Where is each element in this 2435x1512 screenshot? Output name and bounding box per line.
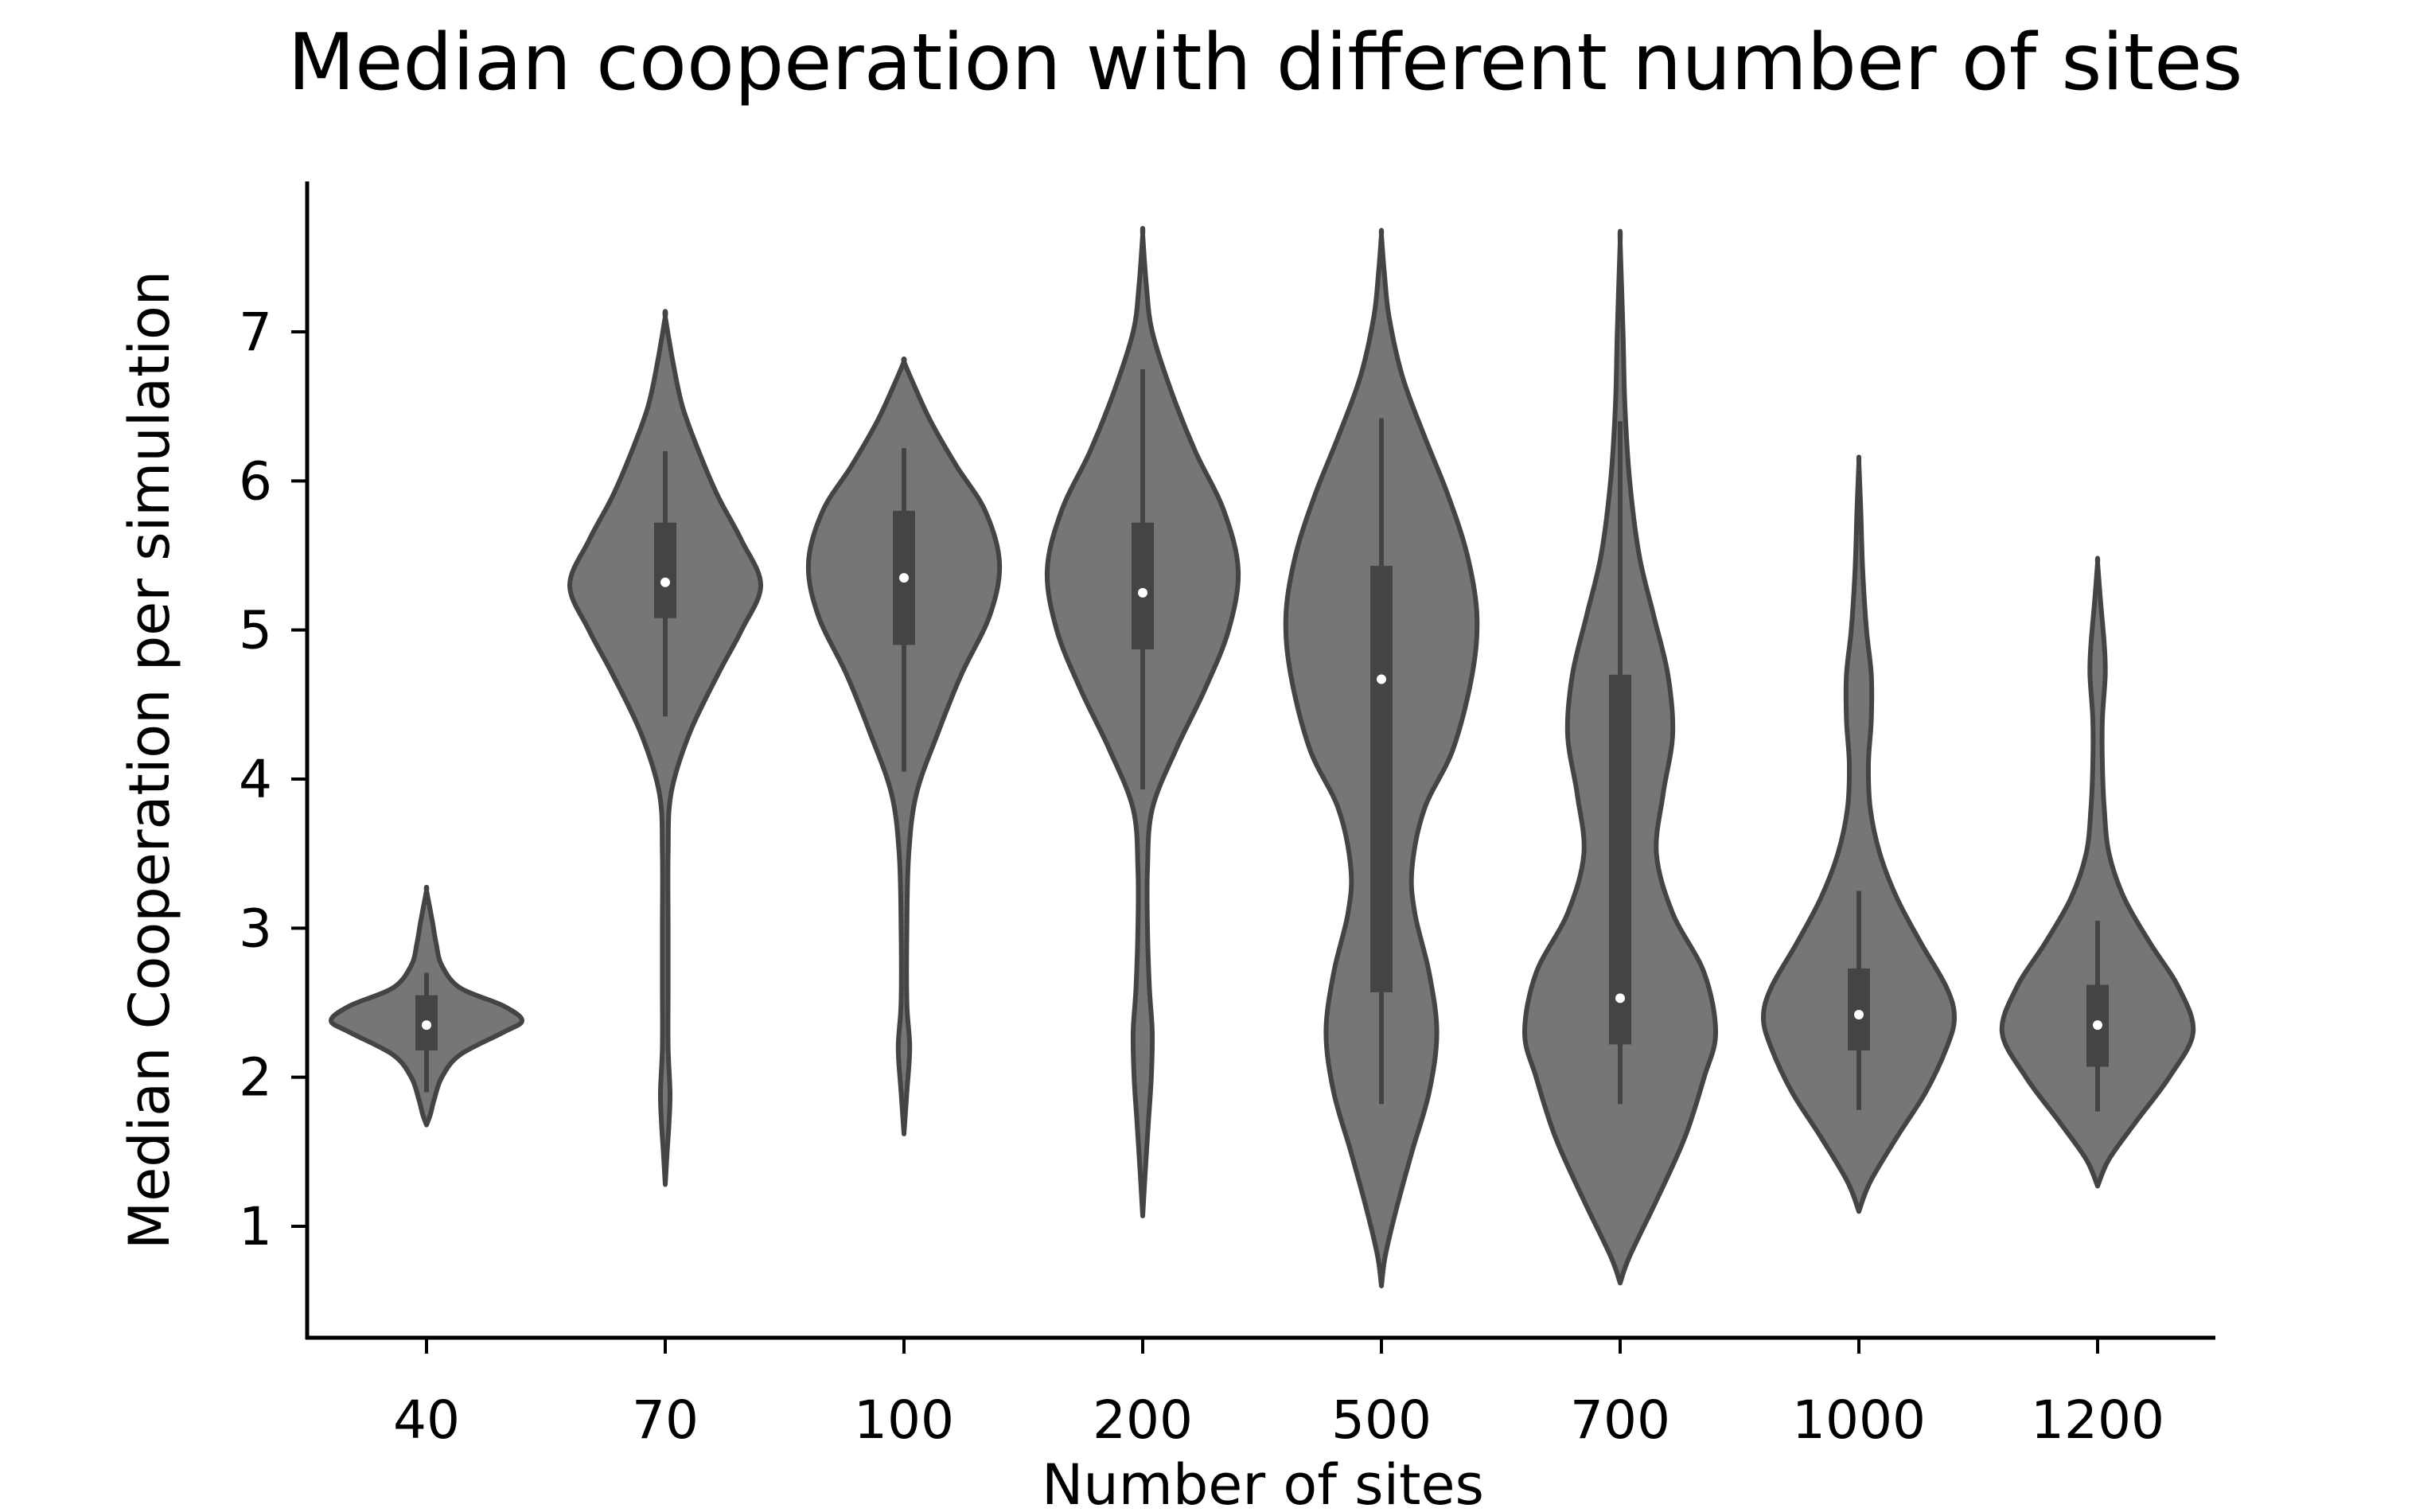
y-tick-label: 4 (239, 749, 272, 810)
violin-70 (567, 309, 763, 1187)
median-dot-100 (899, 573, 909, 583)
chart-title: Median cooperation with different number… (288, 18, 2243, 108)
x-tick-label: 40 (393, 1389, 460, 1451)
median-dot-1000 (1854, 1009, 1864, 1019)
x-tick-label: 1000 (1792, 1389, 1926, 1451)
y-tick-label: 1 (239, 1196, 272, 1257)
median-dot-70 (660, 577, 670, 587)
iqr-box-700 (1609, 674, 1631, 1045)
y-tick-label: 2 (239, 1047, 272, 1109)
violin-1200 (1999, 555, 2196, 1189)
median-dot-700 (1615, 993, 1625, 1003)
x-tick-label: 70 (632, 1389, 699, 1451)
x-axis: 40 70 100 200 500 700 1000 1200 (306, 1335, 2215, 1451)
iqr-box-200 (1132, 522, 1154, 650)
median-dot-40 (422, 1020, 431, 1031)
y-tick-label: 3 (239, 898, 272, 959)
x-tick-label: 700 (1570, 1389, 1670, 1451)
median-dot-500 (1377, 674, 1386, 684)
x-tick-label: 100 (854, 1389, 954, 1451)
y-tick-label: 5 (239, 600, 272, 661)
x-tick-label: 500 (1331, 1389, 1432, 1451)
y-axis-label: Median Cooperation per simulation (117, 271, 182, 1249)
x-tick-label: 1200 (2031, 1389, 2164, 1451)
iqr-box-70 (654, 522, 676, 618)
median-dot-1200 (2093, 1020, 2102, 1031)
x-axis-label: Number of sites (1042, 1452, 1484, 1512)
y-axis: 1 2 3 4 5 6 7 (239, 181, 310, 1339)
y-tick-label: 7 (239, 302, 272, 363)
violin-1000 (1761, 454, 1957, 1214)
violins-group (329, 226, 2196, 1288)
median-dot-200 (1138, 587, 1147, 598)
y-tick-label: 6 (239, 450, 272, 512)
iqr-box-500 (1370, 566, 1393, 992)
iqr-box-1000 (1848, 968, 1870, 1050)
x-tick-label: 200 (1093, 1389, 1193, 1451)
